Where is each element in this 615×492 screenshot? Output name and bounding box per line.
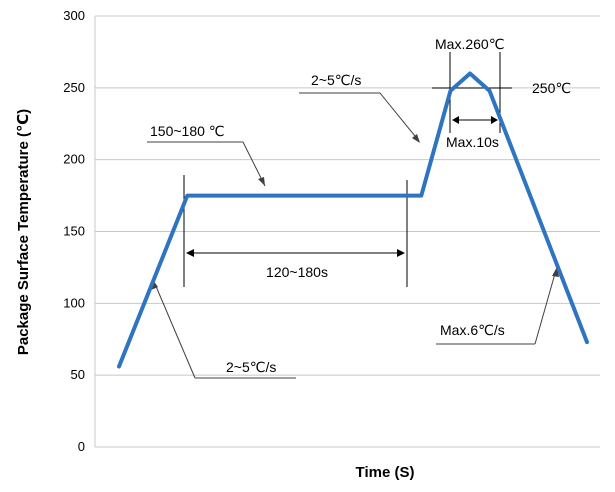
preheat-temp-label: 150~180 ℃ — [150, 123, 225, 139]
ramp-up-2-arrowhead — [412, 134, 420, 143]
y-tick-label: 250 — [63, 80, 85, 95]
ramp-up-2-leader — [379, 92, 420, 142]
y-tick-label: 0 — [78, 439, 85, 454]
y-axis-label: Package Surface Temperature (℃) — [15, 109, 32, 355]
cool-rate-label: Max.6℃/s — [440, 322, 505, 338]
cool-rate-leader — [534, 269, 557, 345]
ramp-up-1-leader — [154, 283, 196, 379]
y-tick-label: 50 — [71, 367, 85, 382]
preheat-time-arrow-right — [397, 249, 405, 257]
peak-time-arrow-right — [491, 116, 498, 124]
preheat-time-arrow-left — [186, 249, 194, 257]
preheat-time-label: 120~180s — [266, 264, 328, 280]
preheat-temp-arrowhead — [258, 177, 265, 186]
temperature-profile-line — [117, 71, 589, 369]
x-axis-label: Time (S) — [356, 464, 415, 481]
peak-time-label: Max.10s — [446, 134, 499, 150]
ramp-up-2-label: 2~5℃/s — [311, 72, 361, 88]
annotation-layer: 150~180 ℃ 120~180s 2~5℃/s 2~5℃/s — [147, 36, 571, 379]
y-tick-label: 200 — [63, 152, 85, 167]
y-tick-label: 100 — [63, 295, 85, 310]
peak-time-arrow-left — [452, 116, 459, 124]
y-tick-labels: 0 50 100 150 200 250 300 — [63, 8, 85, 454]
y-tick-label: 150 — [63, 224, 85, 239]
y-tick-label: 300 — [63, 8, 85, 23]
grid-layer — [94, 15, 600, 448]
peak-label: Max.260℃ — [435, 36, 504, 52]
ramp-up-1-label: 2~5℃/s — [226, 359, 276, 375]
ref-temp-label: 250℃ — [532, 80, 571, 96]
